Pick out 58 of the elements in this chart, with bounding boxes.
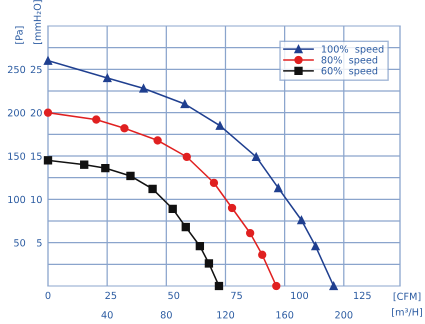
y-tick-label: 50	[14, 239, 26, 246]
legend-label: 100% speed	[322, 45, 384, 55]
point	[272, 282, 280, 290]
y2-tick-label: 5	[37, 239, 42, 246]
x2-tick-label: 120	[217, 311, 234, 319]
y2-tick-label: 25	[30, 66, 42, 74]
x2-tick-label: 200	[335, 311, 352, 319]
point	[246, 228, 254, 238]
y2-tick-label: 20	[30, 109, 42, 116]
x2-tick-label: 80	[160, 311, 172, 319]
point	[204, 259, 214, 268]
legend-label: 60% speed	[322, 66, 378, 76]
point	[182, 222, 190, 232]
x2-tick-label: 160	[276, 311, 294, 319]
y-tick-label: 250	[8, 66, 26, 74]
y-tick-label: 100	[8, 196, 26, 204]
point	[252, 152, 260, 162]
y-tick-label: 200	[8, 109, 26, 116]
point	[210, 178, 218, 188]
y-axis-title: [Pa]	[15, 26, 24, 44]
point	[92, 115, 100, 124]
point	[258, 250, 266, 259]
point	[80, 160, 88, 169]
point	[44, 56, 52, 65]
point	[214, 282, 224, 290]
legend-label: 80% speed	[322, 56, 378, 66]
point	[274, 184, 282, 192]
point	[228, 204, 236, 212]
x2-axis-title: [m³/H]	[392, 308, 422, 317]
point	[329, 282, 338, 290]
x-tick-label: 50	[168, 292, 180, 300]
point	[101, 164, 110, 172]
point	[168, 204, 177, 214]
point	[44, 156, 52, 164]
point	[148, 184, 157, 194]
y-tick-label: 150	[8, 152, 26, 160]
point	[139, 84, 148, 93]
x-tick-label: 125	[354, 292, 371, 300]
x-tick-label: 100	[291, 292, 308, 300]
y2-tick-label: 15	[31, 152, 42, 160]
point	[126, 172, 135, 180]
point	[103, 74, 112, 82]
point	[182, 152, 191, 162]
x-axis-title: [CFM]	[394, 292, 420, 302]
y2-axis-title: [mmH₂O]	[33, 0, 42, 44]
point	[153, 136, 162, 145]
point	[180, 100, 189, 108]
point	[44, 108, 52, 117]
point	[297, 216, 306, 224]
x-tick-label: 75	[231, 292, 242, 300]
point	[196, 242, 204, 250]
point	[311, 242, 320, 250]
x2-tick-label: 40	[101, 311, 113, 319]
y2-tick-label: 10	[31, 196, 42, 204]
point	[120, 124, 129, 132]
point	[216, 122, 224, 130]
x-tick-label: 0	[46, 292, 50, 300]
x-tick-label: 25	[105, 292, 116, 300]
